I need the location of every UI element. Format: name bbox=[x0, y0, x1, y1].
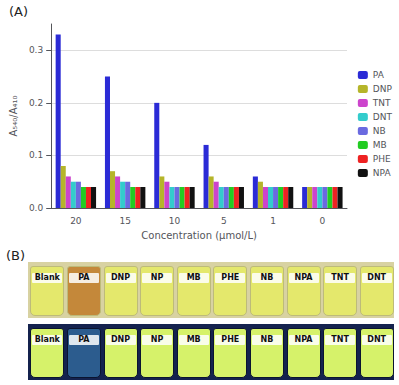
svg-text:0.2: 0.2 bbox=[29, 98, 43, 108]
svg-text:PHE: PHE bbox=[373, 154, 391, 164]
html-text:Blank: Blank bbox=[34, 335, 60, 344]
html-text:MB: MB bbox=[186, 335, 201, 344]
svg-text:Concentration (μmol/L): Concentration (μmol/L) bbox=[141, 230, 257, 241]
html-text:NP: NP bbox=[150, 273, 164, 282]
svg-text:1: 1 bbox=[270, 216, 276, 226]
html-text:DNT: DNT bbox=[367, 335, 387, 344]
svg-text:A₅₄₀/A₄₁₀: A₅₄₀/A₄₁₀ bbox=[8, 95, 19, 136]
svg-text:NPA: NPA bbox=[373, 168, 392, 178]
html-text:TNT: TNT bbox=[331, 335, 349, 344]
svg-text:10: 10 bbox=[169, 216, 181, 226]
html-text:DNP: DNP bbox=[110, 273, 131, 282]
svg-text:DNP: DNP bbox=[373, 84, 393, 94]
svg-text:0.0: 0.0 bbox=[29, 203, 44, 213]
html-text:NPA: NPA bbox=[294, 273, 313, 282]
svg-text:MB: MB bbox=[373, 140, 387, 150]
html-text:NPA: NPA bbox=[294, 335, 313, 344]
svg-text:0: 0 bbox=[319, 216, 325, 226]
html-text:TNT: TNT bbox=[331, 273, 349, 282]
html-text:MB: MB bbox=[186, 273, 201, 282]
html-text:PHE: PHE bbox=[221, 273, 240, 282]
html-text:Blank: Blank bbox=[34, 273, 60, 282]
html-text:PA: PA bbox=[78, 335, 90, 344]
svg-text:DNT: DNT bbox=[373, 112, 393, 122]
svg-text:(A): (A) bbox=[9, 4, 28, 19]
html-text:DNP: DNP bbox=[110, 335, 131, 344]
html-text:NB: NB bbox=[260, 335, 274, 344]
svg-text:15: 15 bbox=[119, 216, 130, 226]
svg-text:NB: NB bbox=[373, 126, 386, 136]
html-text:NP: NP bbox=[150, 335, 164, 344]
html-text:DNT: DNT bbox=[367, 273, 387, 282]
svg-text:0.3: 0.3 bbox=[29, 45, 43, 55]
svg-text:20: 20 bbox=[70, 216, 82, 226]
html-text:PA: PA bbox=[78, 273, 90, 282]
svg-text:0.1: 0.1 bbox=[29, 150, 43, 160]
html-text:PHE: PHE bbox=[221, 335, 240, 344]
html-text:(B): (B) bbox=[6, 248, 26, 263]
svg-text:5: 5 bbox=[221, 216, 227, 226]
html-text:NB: NB bbox=[260, 273, 274, 282]
svg-text:PA: PA bbox=[373, 70, 385, 80]
svg-text:TNT: TNT bbox=[372, 98, 391, 108]
